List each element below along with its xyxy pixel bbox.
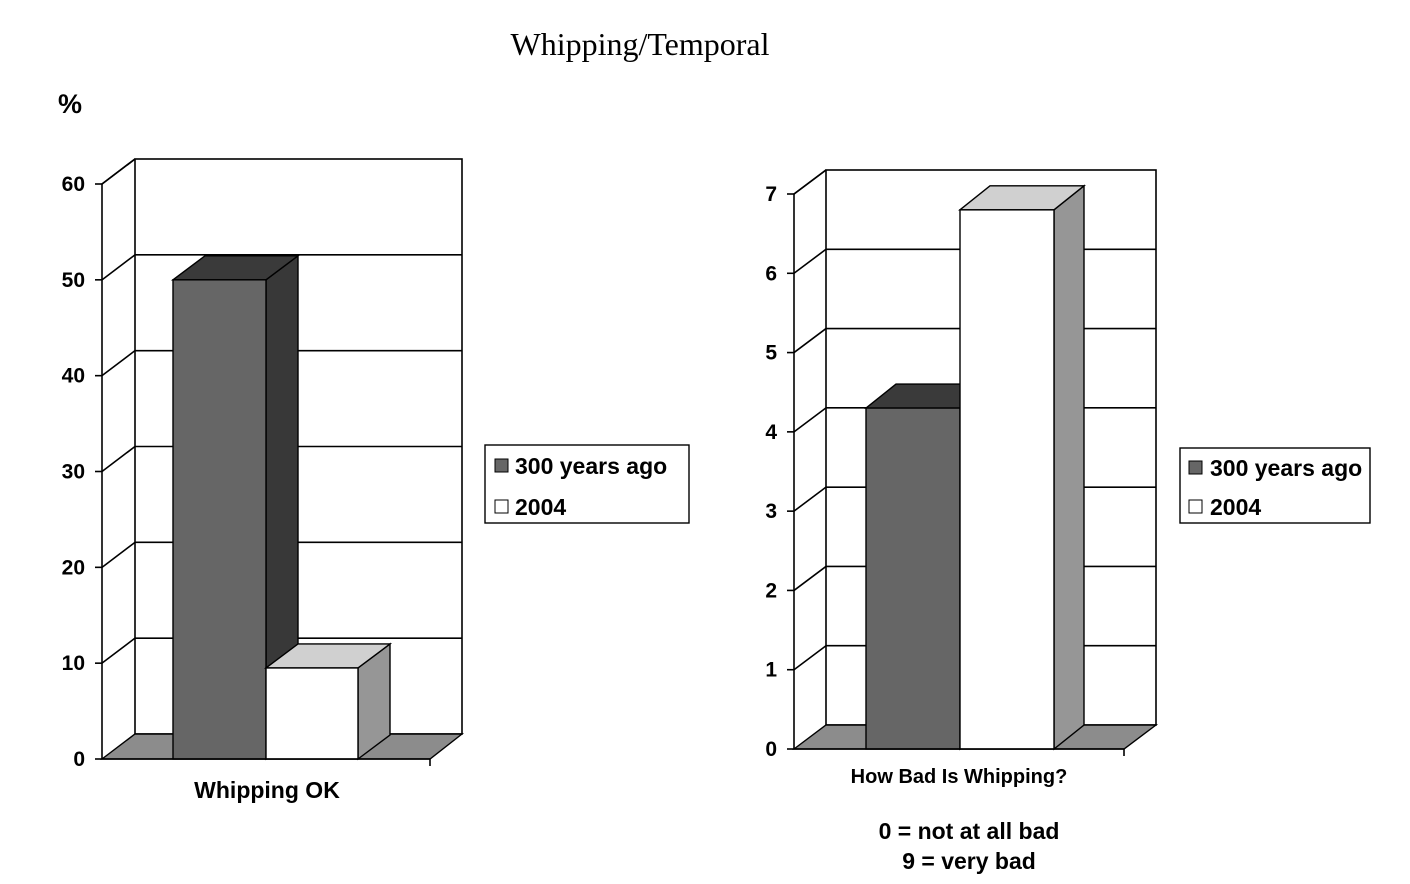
side-wall-top-edge xyxy=(793,169,827,195)
axis xyxy=(95,158,431,766)
legend: 300 years ago 2004 xyxy=(484,444,690,524)
legend-box xyxy=(1179,447,1371,524)
figure-title: Whipping/Temporal xyxy=(510,26,769,62)
side-wall-gridline xyxy=(793,645,827,671)
legend: 300 years ago 2004 xyxy=(1179,447,1371,524)
side-wall-gridline xyxy=(793,486,827,512)
side-wall-gridline xyxy=(101,445,136,473)
scale-note-line-1: 0 = not at all bad xyxy=(879,818,1060,844)
y-tick-label: 0 xyxy=(73,748,85,771)
legend-label-300-years-ago: 300 years ago xyxy=(1210,455,1362,481)
side-wall-gridline xyxy=(793,565,827,592)
y-axis-unit-label: % xyxy=(58,89,82,119)
side-wall-gridline xyxy=(793,327,827,354)
y-tick-labels: 0 10 20 30 40 50 60 xyxy=(62,173,85,771)
y-tick-label: 60 xyxy=(62,173,85,196)
x-category-label: Whipping OK xyxy=(194,777,340,803)
legend-label-2004: 2004 xyxy=(515,494,566,520)
y-tick-label: 7 xyxy=(765,183,777,206)
side-wall-gridline xyxy=(793,407,827,433)
axis xyxy=(787,169,1125,756)
y-tick-label: 1 xyxy=(765,659,777,682)
y-tick-label: 5 xyxy=(765,342,777,365)
side-wall-top-edge xyxy=(101,158,136,185)
legend-swatch-2004 xyxy=(1188,499,1203,514)
side-wall-gridline xyxy=(101,350,136,377)
y-tick-label: 30 xyxy=(62,461,85,484)
y-tick-label: 10 xyxy=(62,652,85,675)
legend-swatch-300-years-ago xyxy=(1188,460,1203,475)
chart-whipping-ok: % 0 10 20 30 40 50 60 Whipping OK 300 years ag… xyxy=(58,89,690,803)
legend-swatch-300-years-ago xyxy=(494,458,509,473)
side-wall-gridline xyxy=(793,248,827,274)
legend-box xyxy=(484,444,690,524)
legend-label-2004: 2004 xyxy=(1210,494,1261,520)
bar-300-years-ago xyxy=(172,279,267,760)
bar-group xyxy=(864,184,1086,751)
bar-side-2004 xyxy=(1053,184,1085,751)
bar-300-years-ago xyxy=(865,407,961,750)
side-wall-gridline xyxy=(101,637,136,664)
y-tick-label: 2 xyxy=(765,579,777,602)
y-tick-labels: 0 1 2 3 4 5 6 7 xyxy=(765,183,777,761)
y-tick-label: 6 xyxy=(765,262,777,285)
legend-label-300-years-ago: 300 years ago xyxy=(515,453,667,479)
y-tick-label: 20 xyxy=(62,556,85,579)
bar-2004 xyxy=(265,667,359,760)
x-category-label: How Bad Is Whipping? xyxy=(851,766,1068,788)
y-tick-label: 3 xyxy=(765,500,777,523)
y-tick-label: 0 xyxy=(765,738,777,761)
bar-2004 xyxy=(959,209,1055,750)
y-tick-label: 50 xyxy=(62,269,85,292)
y-tick-label: 40 xyxy=(62,365,85,388)
side-wall-gridline xyxy=(101,254,136,281)
y-tick-label: 4 xyxy=(765,421,777,444)
legend-swatch-2004 xyxy=(494,499,509,514)
side-wall-gridline xyxy=(101,541,136,568)
bar-group xyxy=(170,254,393,761)
scale-note-line-2: 9 = very bad xyxy=(902,848,1036,874)
chart-how-bad-is-whipping: 0 1 2 3 4 5 6 7 How Bad Is Whipping? 0 = not at… xyxy=(765,169,1371,874)
